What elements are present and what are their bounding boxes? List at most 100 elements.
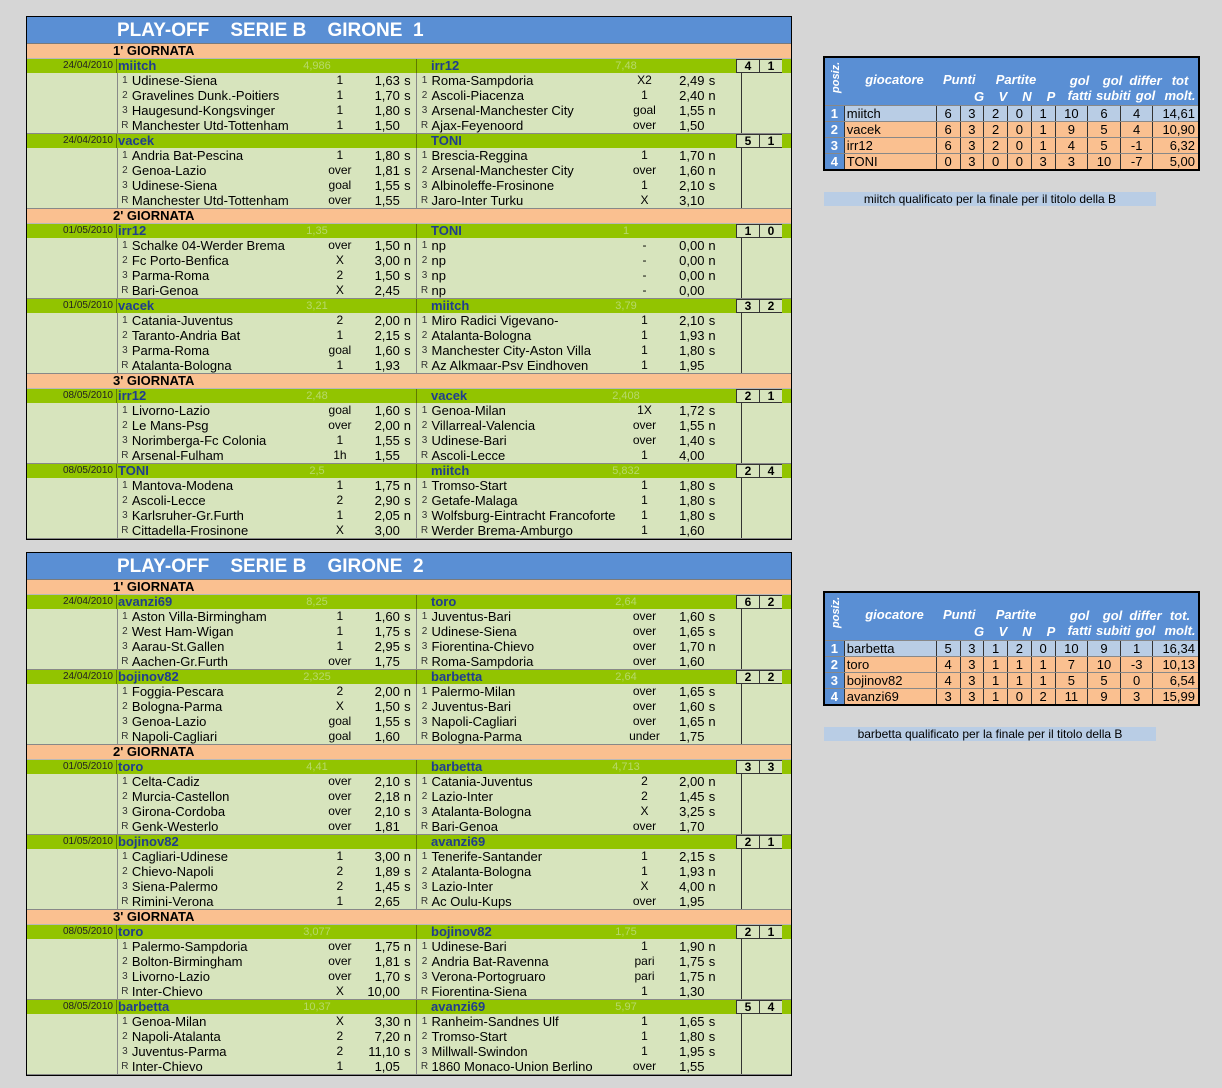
- pick-odds: 1,80: [679, 508, 705, 523]
- player-away: TONI: [416, 134, 516, 148]
- pick-bet: 2: [336, 268, 344, 282]
- home-picks: 1 Palermo-Sampdoria over 1,75 n 2 Bolton-Birmi…: [118, 939, 417, 999]
- player-home-score: [218, 134, 416, 148]
- pick-bet: 1: [641, 1044, 648, 1058]
- pick-row: R Werder Brema-Amburgo 1 1,60: [417, 523, 741, 538]
- pick-row: R Manchester Utd-Tottenham over 1,55: [118, 193, 417, 208]
- date-spacer: [27, 849, 118, 909]
- score-column: [741, 238, 791, 298]
- pick-row: 1 Genoa-Milan 1X 1,72 s: [417, 403, 741, 418]
- pick-bet: 1: [641, 493, 648, 507]
- match-date: 08/05/2010: [27, 389, 117, 403]
- pick-row: R Ajax-Feyenoord over 1,50: [417, 118, 741, 133]
- standing-gol-fatti: 9: [1056, 122, 1089, 137]
- standing-punti: 5: [937, 641, 961, 656]
- pick-odds: 1,65: [679, 624, 705, 639]
- pick-index: 2: [421, 495, 428, 506]
- pick-outcome: n: [708, 253, 716, 268]
- pick-row: R Arsenal-Fulham 1h 1,55: [118, 448, 417, 463]
- pick-row: 2 Getafe-Malaga 1 1,80 s: [417, 493, 741, 508]
- pick-match: Palermo-Milan: [431, 684, 516, 699]
- away-picks: 1 Tenerife-Santander 1 2,15 s 2 Atalanta-Bolog…: [416, 849, 741, 909]
- score-column: [741, 403, 791, 463]
- pick-bet: goal: [328, 729, 352, 743]
- pick-match: Millwall-Swindon: [431, 1044, 528, 1059]
- standing-totale: 14,61: [1162, 106, 1195, 121]
- player-home: bojinov82: [118, 834, 179, 849]
- pick-outcome: [704, 729, 719, 744]
- pick-index: 2: [122, 626, 128, 637]
- score-column: [741, 478, 791, 538]
- pick-match: Genoa-Milan: [431, 403, 506, 418]
- pick-match: Bari-Genoa: [131, 283, 199, 298]
- pick-row: 3 Lazio-Inter X 4,00 n: [417, 879, 741, 894]
- pick-odds: 1,70: [679, 819, 705, 834]
- pick-outcome: [400, 729, 415, 744]
- pick-row: 1 Aston Villa-Birmingham 1 1,60 s: [118, 609, 417, 624]
- pick-bet: 1h: [333, 448, 347, 462]
- result-home: 2: [736, 670, 759, 684]
- pick-row: 1 Celta-Cadiz over 2,10 s: [118, 774, 417, 789]
- pick-row: 2 Bolton-Birmingham over 1,81 s: [118, 954, 417, 969]
- pick-bet: over: [328, 939, 352, 953]
- standing-gol-fatti: 5: [1056, 673, 1089, 688]
- pick-bet: 1: [641, 148, 648, 162]
- pick-index: 2: [421, 420, 428, 431]
- pick-bet: X2: [637, 73, 652, 87]
- pick-odds: 1,05: [374, 1059, 400, 1074]
- pick-odds: 1,90: [679, 939, 705, 954]
- pick-odds: 1,80: [679, 343, 705, 358]
- giornata-label: 3' GIORNATA: [27, 374, 791, 389]
- pick-index: 3: [122, 180, 128, 191]
- player-away: miitch: [416, 299, 516, 313]
- pick-match: Gravelines Dunk.-Poitiers: [131, 88, 280, 103]
- pick-odds: 1,75: [374, 654, 400, 669]
- score-column: [741, 609, 791, 669]
- standing-pari: 1: [1008, 657, 1032, 672]
- pick-outcome: s: [708, 954, 716, 969]
- pick-odds: 11,10: [368, 1044, 400, 1059]
- pick-bet: 1: [336, 433, 344, 447]
- match-picks: 1 Aston Villa-Birmingham 1 1,60 s 2 West Ham-W…: [27, 609, 791, 669]
- pick-row: 1 Catania-Juventus 2 2,00 n: [417, 774, 741, 789]
- player-home-score: 10,37: [303, 1001, 331, 1013]
- date-spacer: [27, 238, 118, 298]
- pick-odds: 3,30: [374, 1014, 400, 1029]
- pick-match: Atalanta-Bologna: [431, 328, 532, 343]
- pick-index: 3: [122, 105, 128, 116]
- pick-row: 3 Millwall-Swindon 1 1,95 s: [417, 1044, 741, 1059]
- pick-match: Manchester City-Aston Villa: [431, 343, 591, 358]
- pick-row: 1 Miro Radici Vigevano- 1 2,10 s: [417, 313, 741, 328]
- pick-outcome: n: [708, 238, 716, 253]
- pick-match: Juventus-Bari: [431, 699, 511, 714]
- pick-bet: 1: [641, 939, 648, 953]
- pick-match: Udinese-Siena: [431, 624, 517, 639]
- pick-odds: 1,95: [679, 894, 705, 909]
- standing-player: TONI: [845, 154, 937, 169]
- pick-outcome: s: [404, 73, 411, 88]
- standing-perse: 1: [1032, 673, 1056, 688]
- pick-index: 3: [421, 881, 428, 892]
- score-column: [741, 1014, 791, 1074]
- pick-match: Rimini-Verona: [131, 894, 214, 909]
- score-column: [741, 939, 791, 999]
- pick-index: 1: [421, 315, 428, 326]
- pick-odds: 1,80: [679, 493, 705, 508]
- pick-bet: 2: [336, 313, 344, 327]
- standing-gol-subiti: 5: [1088, 122, 1121, 137]
- pick-bet: over: [632, 894, 657, 908]
- pick-index: 1: [421, 150, 428, 161]
- player-home: avanzi69: [118, 594, 173, 609]
- pick-bet: 1: [336, 1059, 344, 1073]
- header-gol-fatti: gol: [1069, 608, 1090, 623]
- giornata-label: 2' GIORNATA: [27, 745, 791, 760]
- pick-row: 3 Livorno-Lazio over 1,70 s: [118, 969, 417, 984]
- pick-odds: 1,60: [679, 523, 705, 538]
- pick-odds: 1,60: [374, 343, 400, 358]
- pick-odds: 1,93: [679, 328, 705, 343]
- pick-match: np: [431, 283, 446, 298]
- pick-odds: 3,00: [374, 523, 400, 538]
- pick-index: 1: [421, 686, 428, 697]
